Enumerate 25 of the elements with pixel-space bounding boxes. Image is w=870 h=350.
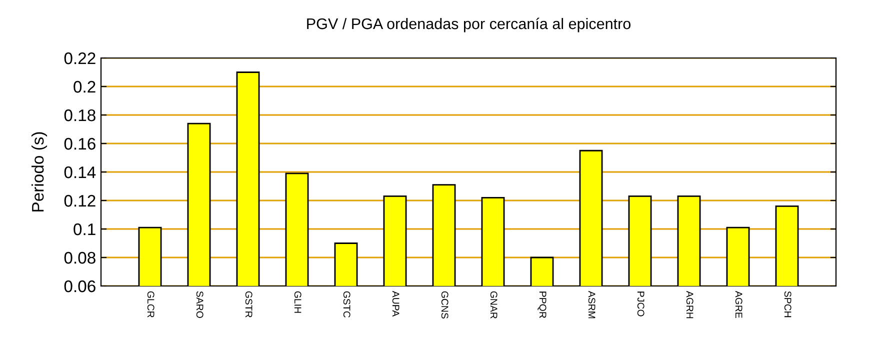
x-tick-label: ASRM — [588, 290, 596, 318]
x-tick-label: GNAR — [490, 291, 498, 318]
y-axis-title: Periodo (s) — [32, 132, 48, 212]
x-tick-label: SARO — [196, 291, 204, 318]
x-tick-label: GCNS — [441, 291, 448, 319]
x-tick-label: GSTR — [245, 291, 252, 318]
x-tick-label: GLIH — [294, 291, 302, 313]
y-tick-label: 0.08 — [64, 252, 96, 264]
y-tick-label: 0.2 — [74, 80, 96, 93]
y-tick-label: 0.18 — [64, 109, 96, 122]
y-tick-label: 0.1 — [74, 223, 96, 236]
y-tick-label: 0.16 — [64, 138, 96, 150]
x-tick-label: PPQR — [538, 292, 546, 318]
x-tick-label: AGRH — [686, 290, 694, 318]
x-tick-label: AUPA — [392, 290, 400, 317]
x-tick-label: SPCH — [784, 291, 792, 318]
chart-title: PGV / PGA ordenadas por cercanía al epicentro — [307, 18, 631, 32]
y-tick-label: 0.06 — [64, 280, 96, 292]
y-tick-label: 0.14 — [64, 166, 96, 178]
y-tick-label: 0.12 — [64, 194, 96, 207]
x-tick-label: GLCR — [147, 291, 154, 318]
x-tick-label: PJCO — [637, 292, 644, 316]
x-tick-label: GSTC — [343, 291, 350, 318]
y-tick-label: 0.22 — [64, 52, 96, 64]
x-tick-label: AGRE — [735, 290, 742, 318]
